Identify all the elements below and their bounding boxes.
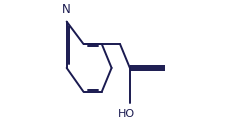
Text: HO: HO [117,109,134,119]
Text: N: N [62,3,71,16]
